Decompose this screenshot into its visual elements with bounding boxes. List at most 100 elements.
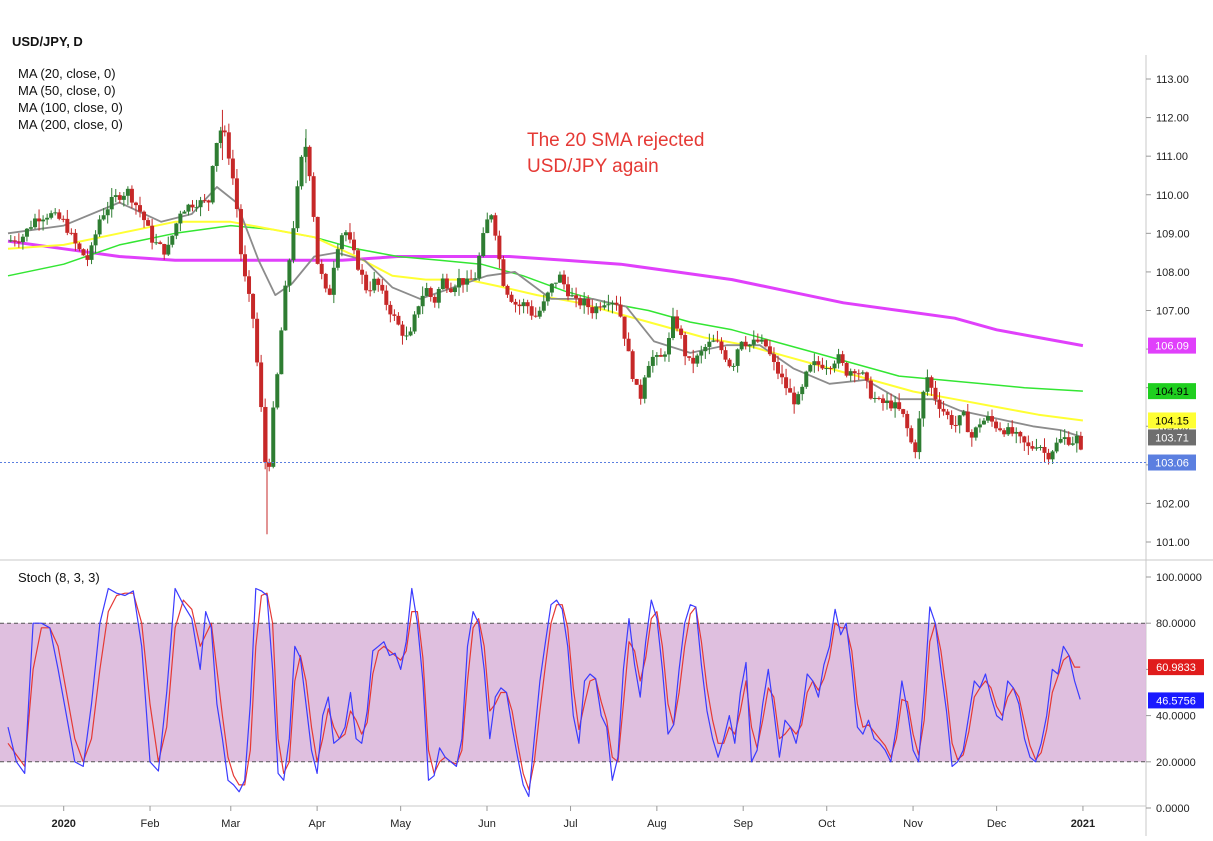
candle-body-up: [804, 371, 809, 387]
candle-body-up: [925, 377, 930, 392]
candle-body-up: [299, 156, 304, 187]
candle-body-down: [57, 212, 62, 219]
candle-body-up: [53, 212, 58, 214]
price-tick-label: 110.00: [1156, 190, 1189, 202]
candle-body-up: [436, 288, 441, 303]
candle-body-down: [755, 339, 760, 342]
candle-body-up: [154, 242, 159, 244]
candle-body-down: [368, 290, 373, 292]
candle-body-down: [311, 176, 316, 217]
candle-body-up: [735, 349, 740, 366]
candle-body-down: [16, 241, 21, 243]
candle-body-up: [1014, 431, 1019, 434]
candle-body-up: [541, 301, 546, 311]
candle-body-up: [985, 416, 990, 421]
candle-body-down: [222, 130, 227, 133]
candle-body-down: [352, 239, 357, 251]
candle-body-up: [917, 418, 922, 453]
candle-body-up: [424, 288, 429, 296]
candle-body-up: [885, 400, 890, 404]
candle-body-up: [412, 314, 417, 332]
candle-body-down: [319, 263, 324, 274]
candle-body-down: [598, 306, 603, 308]
time-tick-label: May: [390, 818, 411, 830]
candle-body-down: [323, 273, 328, 289]
annotation-line-2: USD/JPY again: [527, 156, 659, 177]
candle-body-down: [715, 340, 720, 342]
candle-body-down: [73, 232, 78, 244]
candle-body-down: [1078, 435, 1083, 450]
candle-body-up: [606, 304, 611, 306]
candle-body-down: [901, 409, 906, 414]
candle-body-up: [210, 165, 215, 203]
candle-body-up: [848, 371, 853, 376]
candle-body-up: [101, 215, 106, 220]
ma100-line: [7, 224, 1083, 392]
candle-body-down: [578, 298, 583, 306]
candle-body-down: [905, 413, 910, 429]
candle-body-up: [981, 420, 986, 425]
candle-body-up: [666, 338, 671, 355]
candle-body-up: [343, 232, 348, 236]
candle-body-up: [295, 186, 300, 229]
candle-body-up: [549, 283, 554, 293]
candle-body-down: [448, 288, 453, 293]
candle-body-down: [590, 307, 595, 314]
price-tag-box: [1148, 454, 1196, 471]
candle-body-up: [570, 295, 575, 297]
candle-body-down: [263, 407, 268, 463]
candle-body-down: [683, 335, 688, 357]
candle-body-up: [1062, 437, 1067, 440]
candle-body-up: [1034, 447, 1039, 449]
candle-body-down: [234, 178, 239, 210]
candle-body-down: [574, 295, 579, 299]
price-tag-label: 104.15: [1155, 415, 1189, 427]
price-tag-label: 103.06: [1155, 458, 1189, 470]
candle-body-down: [505, 285, 510, 295]
candle-body-up: [699, 351, 704, 356]
candle-body-up: [610, 302, 615, 305]
candle-body-down: [190, 204, 195, 208]
candle-body-up: [582, 298, 587, 306]
candle-body-up: [654, 355, 659, 357]
price-tick-label: 101.00: [1156, 537, 1190, 549]
candle-body-down: [529, 306, 534, 316]
candle-body-down: [1010, 427, 1015, 434]
candle-body-up: [977, 424, 982, 428]
candle-body-down: [315, 216, 320, 264]
candle-body-down: [933, 387, 938, 400]
candle-body-up: [1054, 442, 1059, 452]
candle-body-up: [339, 235, 344, 250]
candle-body-up: [8, 240, 13, 242]
time-tick-label: Jul: [564, 818, 578, 830]
candle-body-up: [271, 407, 276, 467]
candle-body-up: [646, 365, 651, 378]
candle-body-up: [695, 355, 700, 364]
candle-body-up: [671, 316, 676, 339]
candle-body-up: [832, 363, 837, 369]
candle-body-down: [1018, 431, 1023, 437]
price-tick-label: 102.00: [1156, 498, 1190, 510]
candle-body-up: [557, 274, 562, 283]
candle-body-down: [1042, 446, 1047, 453]
candle-body-down: [255, 318, 260, 363]
candle-body-down: [743, 341, 748, 347]
time-tick-label: 2021: [1071, 818, 1095, 830]
candle-body-up: [372, 278, 377, 291]
time-tick-label: Mar: [221, 818, 240, 830]
candle-body-up: [287, 260, 292, 286]
candle-body-down: [780, 373, 785, 378]
candle-body-down: [679, 328, 684, 336]
candle-body-down: [509, 294, 514, 302]
candle-body-up: [957, 415, 962, 426]
candle-body-down: [117, 195, 122, 200]
candle-body-down: [658, 355, 663, 357]
time-tick-label: Jun: [478, 818, 496, 830]
candle-body-down: [784, 377, 789, 389]
candle-body-down: [158, 242, 163, 244]
candle-body-down: [994, 421, 999, 429]
candle-body-down: [965, 411, 970, 433]
candle-body-down: [513, 301, 518, 305]
